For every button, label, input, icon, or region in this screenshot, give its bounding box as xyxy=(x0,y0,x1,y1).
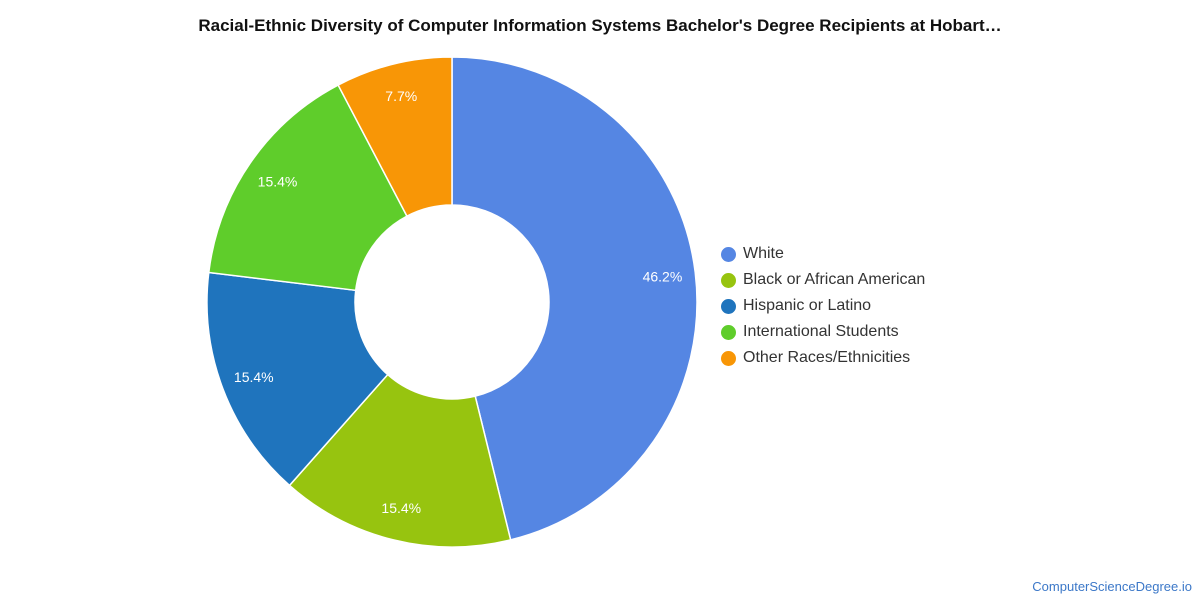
legend-item-black-or-african-american[interactable]: Black or African American xyxy=(721,267,925,293)
legend-label: International Students xyxy=(743,323,899,340)
legend-item-other-races-ethnicities[interactable]: Other Races/Ethnicities xyxy=(721,345,925,371)
slice-label-white: 46.2% xyxy=(643,268,683,284)
chart-title: Racial-Ethnic Diversity of Computer Info… xyxy=(198,16,1002,35)
legend-swatch-icon xyxy=(721,350,736,366)
legend-swatch-icon xyxy=(721,324,736,340)
slice-label-black-or-african-american: 15.4% xyxy=(381,500,421,516)
legend-label: White xyxy=(743,245,784,262)
slice-hispanic-or-latino[interactable] xyxy=(206,271,389,487)
legend-label: Other Races/Ethnicities xyxy=(743,349,911,366)
legend-swatch-icon xyxy=(721,272,736,288)
site-credit-link[interactable]: ComputerScienceDegree.io xyxy=(1032,579,1192,594)
slice-international-students[interactable] xyxy=(207,84,408,292)
legend-label: Black or African American xyxy=(743,271,926,288)
legend: White Black or African American Hispanic o… xyxy=(721,241,925,371)
legend-swatch-icon xyxy=(721,298,736,314)
slice-label-other-races-ethnicities: 7.7% xyxy=(385,88,417,104)
slice-black-or-african-american[interactable] xyxy=(288,373,512,548)
legend-item-hispanic-or-latino[interactable]: Hispanic or Latino xyxy=(721,293,925,319)
slice-label-hispanic-or-latino: 15.4% xyxy=(234,369,274,385)
legend-item-international-students[interactable]: International Students xyxy=(721,319,925,345)
slice-white[interactable] xyxy=(451,56,698,541)
slice-other-races-ethnicities[interactable] xyxy=(337,56,453,218)
legend-label: Hispanic or Latino xyxy=(743,297,872,314)
legend-item-white[interactable]: White xyxy=(721,241,925,267)
slice-label-international-students: 15.4% xyxy=(258,174,298,190)
legend-swatch-icon xyxy=(721,246,736,262)
